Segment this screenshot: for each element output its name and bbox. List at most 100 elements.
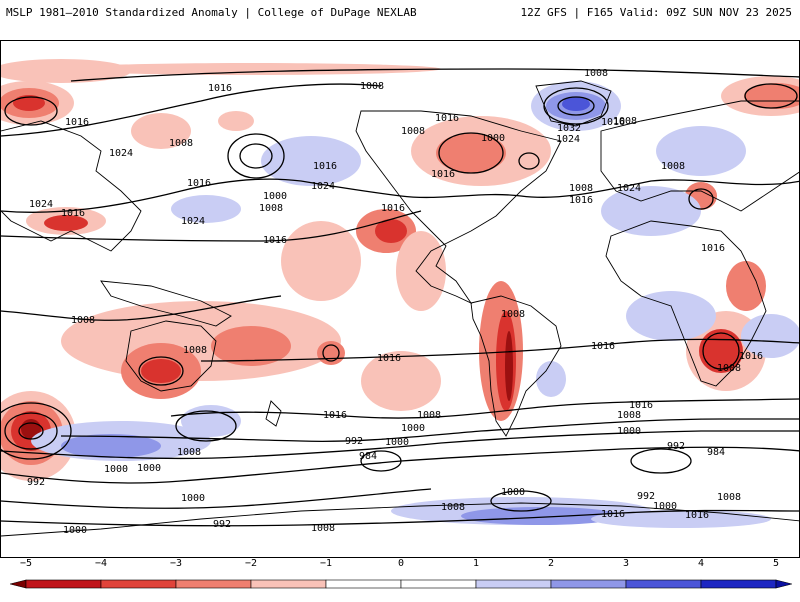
isobar-label: 992 bbox=[667, 441, 685, 452]
asia-east-outline bbox=[1, 120, 142, 252]
isobar-label: 1016 bbox=[208, 83, 232, 94]
isobar-line bbox=[138, 356, 184, 386]
isobar-label: 1008 bbox=[360, 81, 384, 92]
anomaly-area bbox=[726, 261, 766, 311]
anomaly-area bbox=[1, 59, 131, 83]
isobar-label: 984 bbox=[707, 447, 725, 458]
isobar-label: 992 bbox=[637, 491, 655, 502]
isobar-label: 1000 bbox=[501, 487, 525, 498]
isobar-contours bbox=[1, 68, 799, 527]
positive-anomaly-shading bbox=[1, 59, 799, 481]
colorbar-segment bbox=[100, 579, 177, 589]
colorbar-tick-label: 1 bbox=[472, 558, 480, 569]
anomaly-area bbox=[461, 507, 621, 525]
isobar-label: 1008 bbox=[71, 315, 95, 326]
isobar-label: 1016 bbox=[61, 208, 85, 219]
anomaly-area bbox=[505, 331, 513, 401]
colorbar-tick-label: −2 bbox=[244, 558, 258, 569]
isobar-label: 1016 bbox=[263, 235, 287, 246]
anomaly-area bbox=[536, 361, 566, 397]
isobar-line bbox=[1, 83, 382, 137]
anomaly-area bbox=[361, 351, 441, 411]
colorbar-segment bbox=[550, 579, 627, 589]
colorbar-tick-label: 0 bbox=[397, 558, 405, 569]
isobar-label: 1024 bbox=[617, 183, 641, 194]
isobar-label: 1016 bbox=[65, 117, 89, 128]
isobar-line bbox=[200, 338, 799, 362]
isobar-line bbox=[688, 188, 714, 210]
isobar-label: 1008 bbox=[259, 203, 283, 214]
isobar-line bbox=[557, 96, 595, 116]
south-america-outline bbox=[470, 295, 562, 437]
anomaly-map: 1016 1008 1008 1016 1024 1008 1016 1024 … bbox=[0, 40, 800, 558]
anomaly-area bbox=[61, 301, 341, 381]
anomaly-area bbox=[261, 136, 361, 186]
australia-outline bbox=[125, 320, 217, 392]
isobar-label: 1016 bbox=[377, 353, 401, 364]
isobar-label: 1024 bbox=[109, 148, 133, 159]
isobar-label: 1008 bbox=[613, 116, 637, 127]
isobar-label: 1000 bbox=[481, 133, 505, 144]
isobar-label: 1016 bbox=[601, 117, 625, 128]
isobar-label: 1008 bbox=[441, 502, 465, 513]
isobar-label: 984 bbox=[359, 451, 377, 462]
anomaly-area bbox=[218, 111, 254, 131]
isobar-label: 1008 bbox=[169, 138, 193, 149]
isobar-label: 1024 bbox=[311, 181, 335, 192]
isobar-label: 992 bbox=[27, 477, 45, 488]
anomaly-colorbar: −5 −4 −3 −2 −1 0 1 2 3 4 5 bbox=[9, 558, 793, 598]
isobar-label: 1024 bbox=[29, 199, 53, 210]
isobar-line bbox=[175, 410, 237, 442]
isobar-line bbox=[630, 448, 692, 474]
isobar-label: 1016 bbox=[739, 351, 763, 362]
isobar-line bbox=[744, 83, 798, 109]
isobar-line bbox=[1, 178, 799, 213]
anomaly-area bbox=[375, 219, 407, 243]
isobar-label: 1008 bbox=[177, 447, 201, 458]
isobar-label: 1008 bbox=[501, 309, 525, 320]
anomaly-area bbox=[171, 195, 241, 223]
anomaly-area bbox=[61, 434, 161, 458]
anomaly-area bbox=[591, 510, 771, 528]
isobar-line bbox=[543, 87, 609, 125]
isobar-label: 1008 bbox=[717, 363, 741, 374]
isobar-label: 1000 bbox=[653, 501, 677, 512]
isobar-label: 992 bbox=[345, 436, 363, 447]
anomaly-area bbox=[744, 83, 799, 109]
colorbar-segment bbox=[325, 579, 402, 589]
isobar-label: 1000 bbox=[385, 437, 409, 448]
colorbar-segment bbox=[625, 579, 702, 589]
anomaly-area bbox=[741, 314, 799, 358]
isobar-label: 1016 bbox=[323, 410, 347, 421]
isobar-label: 1032 bbox=[557, 123, 581, 134]
isobar-label: 1024 bbox=[556, 134, 580, 145]
isobar-line bbox=[1, 509, 799, 527]
isobar-label: 1016 bbox=[313, 161, 337, 172]
europe-asia-outline bbox=[600, 100, 799, 212]
colorbar-tick-label: −3 bbox=[169, 558, 183, 569]
isobar-label: 1008 bbox=[311, 523, 335, 534]
isobar-label: 1016 bbox=[435, 113, 459, 124]
isobar-line bbox=[239, 143, 273, 169]
isobar-label: 1000 bbox=[401, 423, 425, 434]
isobar-line bbox=[18, 422, 44, 440]
colorbar-svg bbox=[9, 579, 793, 589]
isobar-label: 1008 bbox=[661, 161, 685, 172]
isobar-label: 1016 bbox=[591, 341, 615, 352]
colorbar-high-extend bbox=[775, 579, 793, 589]
isobar-line bbox=[1, 488, 432, 509]
isobar-line bbox=[490, 490, 552, 512]
colorbar-tick-label: −1 bbox=[319, 558, 333, 569]
colorbar-tick-label: −5 bbox=[19, 558, 33, 569]
anomaly-area bbox=[626, 291, 716, 341]
isobar-label: 1000 bbox=[263, 191, 287, 202]
colorbar-segment bbox=[400, 579, 477, 589]
maritime-outline bbox=[100, 280, 232, 327]
colorbar-tick-label: 4 bbox=[697, 558, 705, 569]
anomaly-area bbox=[211, 326, 291, 366]
colorbar-segment bbox=[475, 579, 552, 589]
isobar-line bbox=[1, 430, 799, 460]
isobar-line bbox=[438, 132, 504, 174]
isobar-line bbox=[360, 450, 402, 472]
isobar-line bbox=[4, 412, 58, 450]
